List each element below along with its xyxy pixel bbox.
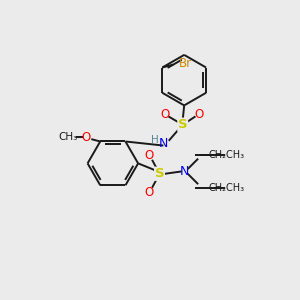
Text: CH₃: CH₃: [59, 132, 78, 142]
Text: O: O: [160, 108, 170, 121]
Text: H: H: [151, 135, 159, 145]
Text: CH₂CH₃: CH₂CH₃: [208, 183, 244, 193]
Text: S: S: [155, 167, 164, 180]
Text: O: O: [194, 108, 204, 121]
Text: O: O: [145, 186, 154, 199]
Text: N: N: [180, 165, 190, 178]
Text: CH₂CH₃: CH₂CH₃: [208, 150, 244, 160]
Text: O: O: [145, 149, 154, 162]
Text: S: S: [178, 118, 188, 131]
Text: N: N: [159, 137, 168, 150]
Text: O: O: [81, 130, 90, 143]
Text: Br: Br: [178, 57, 192, 70]
